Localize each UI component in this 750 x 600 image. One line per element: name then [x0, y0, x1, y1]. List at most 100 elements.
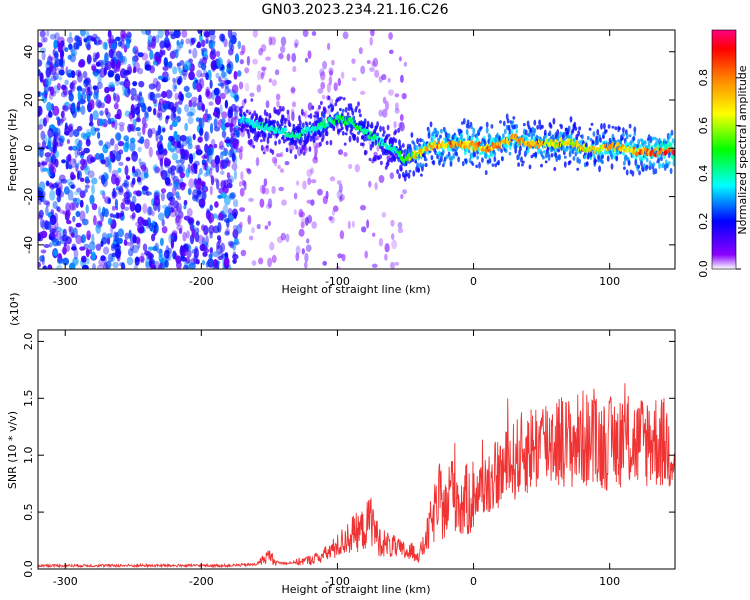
heatmap-cell: [68, 43, 73, 50]
heatmap-cell: [361, 226, 367, 233]
heatmap-cell: [410, 132, 414, 138]
heatmap-cell: [180, 154, 185, 165]
heatmap-cell: [123, 191, 130, 200]
heatmap-cell: [49, 228, 56, 234]
heatmap-cell: [461, 161, 465, 167]
heatmap-cell: [38, 261, 41, 268]
heatmap-cell: [340, 71, 345, 79]
heatmap-cell: [491, 163, 495, 167]
heatmap-cell: [310, 167, 315, 175]
heatmap-cell: [147, 44, 152, 52]
heatmap-cell: [48, 242, 53, 248]
heatmap-cell: [73, 197, 81, 205]
heatmap-cell: [357, 131, 360, 135]
heatmap-cell: [372, 232, 376, 237]
heatmap-cell: [68, 164, 73, 170]
heatmap-cell: [218, 250, 224, 260]
heatmap-cell: [39, 72, 44, 83]
heatmap-cell: [85, 84, 89, 94]
heatmap-cell: [342, 97, 346, 101]
heatmap-cell: [588, 127, 592, 131]
heatmap-cell: [322, 195, 328, 205]
heatmap-cell: [201, 259, 206, 266]
heatmap-cell: [50, 209, 55, 216]
heatmap-cell: [262, 69, 266, 77]
heatmap-cell: [137, 216, 144, 225]
heatmap-cell: [271, 185, 276, 195]
heatmap-cell: [180, 38, 184, 45]
heatmap-cell: [85, 248, 90, 258]
heatmap-cell: [274, 158, 278, 167]
heatmap-cell: [414, 160, 418, 164]
heatmap-cell: [86, 54, 92, 64]
heatmap-cell: [493, 156, 497, 163]
heatmap-cell: [232, 258, 237, 264]
bottom-x-ticks: -300 -200 -100 0 100: [53, 330, 620, 588]
heatmap-cell: [45, 157, 50, 163]
heatmap-cell: [616, 141, 620, 148]
heatmap-cell: [388, 32, 393, 40]
heatmap-cell: [198, 198, 206, 208]
heatmap-cell: [329, 139, 333, 146]
heatmap-cell: [357, 101, 360, 107]
heatmap-cell: [312, 156, 319, 164]
heatmap-cell: [116, 186, 120, 191]
heatmap-cell: [604, 129, 608, 133]
heatmap-cell: [228, 149, 233, 158]
heatmap-cell: [141, 116, 147, 127]
heatmap-cell: [112, 214, 117, 219]
heatmap-cell: [123, 79, 131, 89]
heatmap-cell: [197, 41, 201, 48]
heatmap-cell: [76, 171, 80, 181]
heatmap-cell: [132, 234, 137, 244]
heatmap-cell: [339, 230, 345, 240]
heatmap-cell: [81, 218, 89, 226]
y-tick-label: 0.5: [22, 503, 35, 521]
heatmap-cell: [327, 42, 331, 51]
heatmap-cell: [370, 125, 374, 129]
heatmap-cell: [527, 125, 531, 130]
heatmap-cell: [249, 138, 253, 146]
top-x-ticks: -300 -200 -100 0 100: [53, 30, 620, 288]
heatmap-cell: [163, 39, 171, 49]
heatmap-cell: [177, 166, 184, 174]
heatmap-cell: [100, 211, 104, 223]
heatmap-cell: [261, 184, 266, 195]
heatmap-cell: [138, 158, 142, 165]
heatmap-cell: [59, 57, 66, 68]
heatmap-cell: [172, 77, 176, 83]
heatmap-cell: [285, 233, 290, 243]
heatmap-cell: [47, 140, 52, 149]
heatmap-cell: [226, 172, 231, 179]
heatmap-cell: [470, 126, 474, 130]
heatmap-cell: [403, 61, 408, 67]
heatmap-cell: [201, 103, 205, 112]
heatmap-cell: [188, 262, 196, 269]
heatmap-cell: [140, 252, 145, 261]
heatmap-cell: [581, 134, 584, 140]
heatmap-cell: [132, 68, 136, 74]
heatmap-cell: [120, 202, 126, 210]
heatmap-cell: [304, 261, 308, 269]
heatmap-cell: [260, 44, 267, 52]
heatmap-cell: [180, 181, 184, 187]
heatmap-cell: [105, 111, 111, 119]
heatmap-cell: [359, 113, 362, 118]
heatmap-cell: [112, 261, 119, 269]
heatmap-cell: [104, 173, 110, 181]
heatmap-cell: [40, 230, 48, 239]
heatmap-cell: [672, 159, 675, 167]
heatmap-cell: [133, 190, 140, 195]
heatmap-cell: [341, 131, 345, 136]
heatmap-cell: [231, 152, 236, 163]
heatmap-cell: [120, 39, 125, 49]
heatmap-cell: [48, 109, 52, 117]
heatmap-cell: [394, 138, 398, 144]
heatmap-cell: [205, 108, 208, 115]
heatmap-cell: [52, 90, 57, 97]
heatmap-cell: [107, 117, 112, 125]
heatmap-cell: [368, 180, 372, 188]
heatmap-cell: [191, 101, 198, 108]
heatmap-cell: [134, 168, 142, 178]
x-tick-label: 100: [599, 575, 620, 588]
